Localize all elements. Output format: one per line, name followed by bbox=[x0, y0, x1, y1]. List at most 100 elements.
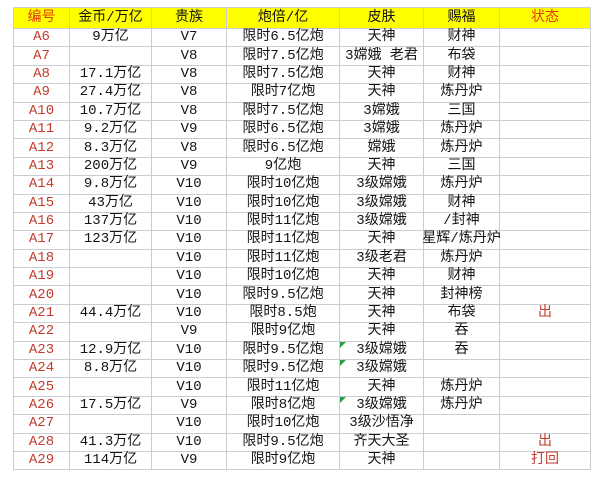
status-cell[interactable] bbox=[500, 102, 591, 121]
cannon-cell[interactable]: 限时11亿炮 bbox=[227, 249, 340, 269]
noble-cell[interactable]: V8 bbox=[152, 102, 227, 121]
noble-cell[interactable]: V8 bbox=[152, 139, 227, 158]
status-cell[interactable] bbox=[500, 360, 591, 379]
noble-cell[interactable]: V10 bbox=[152, 433, 227, 452]
noble-cell[interactable]: V9 bbox=[152, 323, 227, 342]
skin-cell[interactable]: 天神 bbox=[340, 29, 424, 48]
status-cell[interactable] bbox=[500, 84, 591, 103]
noble-cell[interactable]: V9 bbox=[152, 451, 227, 471]
gold-cell[interactable]: 43万亿 bbox=[70, 194, 152, 213]
header-cell-skin[interactable]: 皮肤 bbox=[340, 8, 424, 29]
skin-cell[interactable]: 天神 bbox=[340, 451, 424, 471]
gold-cell[interactable]: 8.8万亿 bbox=[70, 360, 152, 379]
gold-cell[interactable]: 10.7万亿 bbox=[70, 102, 152, 121]
id-cell[interactable]: A22 bbox=[14, 323, 70, 342]
id-cell[interactable]: A13 bbox=[14, 157, 70, 177]
cannon-cell[interactable]: 限时7.5亿炮 bbox=[227, 102, 340, 121]
cannon-cell[interactable]: 9亿炮 bbox=[227, 157, 340, 177]
skin-cell[interactable]: 3级嫦娥 bbox=[340, 194, 424, 213]
noble-cell[interactable]: V10 bbox=[152, 415, 227, 434]
skin-cell[interactable]: 3级老君 bbox=[340, 249, 424, 269]
noble-cell[interactable]: V10 bbox=[152, 360, 227, 379]
blessing-cell[interactable] bbox=[424, 451, 500, 471]
noble-cell[interactable]: V8 bbox=[152, 47, 227, 66]
status-cell[interactable] bbox=[500, 268, 591, 287]
blessing-cell[interactable] bbox=[424, 433, 500, 452]
noble-cell[interactable]: V10 bbox=[152, 231, 227, 250]
id-cell[interactable]: A20 bbox=[14, 286, 70, 305]
blessing-cell[interactable]: 三国 bbox=[424, 157, 500, 177]
cannon-cell[interactable]: 限时10亿炮 bbox=[227, 176, 340, 195]
id-cell[interactable]: A15 bbox=[14, 194, 70, 213]
skin-cell[interactable]: 3级沙悟净 bbox=[340, 415, 424, 434]
gold-cell[interactable] bbox=[70, 249, 152, 269]
header-cell-status[interactable]: 状态 bbox=[500, 8, 591, 29]
id-cell[interactable]: A10 bbox=[14, 102, 70, 121]
blessing-cell[interactable]: 炼丹炉 bbox=[424, 396, 500, 416]
gold-cell[interactable]: 123万亿 bbox=[70, 231, 152, 250]
blessing-cell[interactable]: 布袋 bbox=[424, 47, 500, 66]
blessing-cell[interactable]: 星辉/炼丹炉 bbox=[422, 231, 501, 250]
id-cell[interactable]: A21 bbox=[14, 304, 70, 324]
status-cell[interactable] bbox=[500, 378, 591, 397]
noble-cell[interactable]: V10 bbox=[152, 304, 227, 324]
status-cell[interactable]: 出 bbox=[500, 304, 591, 324]
gold-cell[interactable]: 9.2万亿 bbox=[70, 120, 152, 140]
gold-cell[interactable]: 17.5万亿 bbox=[70, 396, 152, 416]
gold-cell[interactable] bbox=[70, 47, 152, 66]
id-cell[interactable]: A26 bbox=[14, 396, 70, 416]
gold-cell[interactable]: 137万亿 bbox=[70, 212, 152, 232]
blessing-cell[interactable]: 吞 bbox=[424, 323, 500, 342]
status-cell[interactable] bbox=[500, 29, 591, 48]
cannon-cell[interactable]: 限时6.5亿炮 bbox=[227, 29, 340, 48]
noble-cell[interactable]: V10 bbox=[152, 378, 227, 397]
status-cell[interactable]: 出 bbox=[500, 433, 591, 452]
noble-cell[interactable]: V10 bbox=[152, 286, 227, 305]
gold-cell[interactable]: 41.3万亿 bbox=[70, 433, 152, 452]
id-cell[interactable]: A18 bbox=[14, 249, 70, 269]
id-cell[interactable]: A6 bbox=[14, 29, 70, 48]
cannon-cell[interactable]: 限时9.5亿炮 bbox=[227, 360, 340, 379]
gold-cell[interactable] bbox=[70, 323, 152, 342]
id-cell[interactable]: A19 bbox=[14, 268, 70, 287]
status-cell[interactable] bbox=[500, 415, 591, 434]
id-cell[interactable]: A29 bbox=[14, 451, 70, 471]
noble-cell[interactable]: V10 bbox=[152, 268, 227, 287]
cannon-cell[interactable]: 限时10亿炮 bbox=[227, 415, 340, 434]
status-cell[interactable] bbox=[500, 341, 591, 361]
cannon-cell[interactable]: 限时9亿炮 bbox=[227, 451, 340, 471]
skin-cell[interactable]: 天神 bbox=[340, 286, 424, 305]
cannon-cell[interactable]: 限时7.5亿炮 bbox=[227, 65, 340, 85]
gold-cell[interactable]: 8.3万亿 bbox=[70, 139, 152, 158]
status-cell[interactable] bbox=[500, 194, 591, 213]
id-cell[interactable]: A25 bbox=[14, 378, 70, 397]
gold-cell[interactable]: 9万亿 bbox=[70, 29, 152, 48]
id-cell[interactable]: A16 bbox=[14, 212, 70, 232]
blessing-cell[interactable]: 吞 bbox=[424, 341, 500, 361]
cannon-cell[interactable]: 限时9.5亿炮 bbox=[227, 433, 340, 452]
blessing-cell[interactable]: 炼丹炉 bbox=[424, 176, 500, 195]
cannon-cell[interactable]: 限时11亿炮 bbox=[227, 212, 340, 232]
gold-cell[interactable]: 9.8万亿 bbox=[70, 176, 152, 195]
skin-cell[interactable]: 齐天大圣 bbox=[340, 433, 424, 452]
header-cell-cannon[interactable]: 炮倍/亿 bbox=[227, 8, 340, 29]
blessing-cell[interactable]: 财神 bbox=[424, 268, 500, 287]
status-cell[interactable] bbox=[500, 212, 591, 232]
status-cell[interactable] bbox=[500, 157, 591, 177]
cannon-cell[interactable]: 限时8亿炮 bbox=[227, 396, 340, 416]
blessing-cell[interactable]: 财神 bbox=[424, 29, 500, 48]
blessing-cell[interactable]: 财神 bbox=[424, 65, 500, 85]
id-cell[interactable]: A17 bbox=[14, 231, 70, 250]
header-cell-id[interactable]: 编号 bbox=[14, 8, 70, 29]
status-cell[interactable] bbox=[500, 396, 591, 416]
noble-cell[interactable]: V8 bbox=[152, 65, 227, 85]
blessing-cell[interactable] bbox=[424, 360, 500, 379]
skin-cell[interactable]: 3级嫦娥 bbox=[340, 360, 424, 379]
cannon-cell[interactable]: 限时11亿炮 bbox=[227, 378, 340, 397]
skin-cell[interactable]: 3级嫦娥 bbox=[340, 212, 424, 232]
gold-cell[interactable] bbox=[70, 268, 152, 287]
status-cell[interactable] bbox=[500, 139, 591, 158]
cannon-cell[interactable]: 限时10亿炮 bbox=[227, 194, 340, 213]
noble-cell[interactable]: V7 bbox=[152, 29, 227, 48]
cannon-cell[interactable]: 限时6.5亿炮 bbox=[227, 139, 340, 158]
